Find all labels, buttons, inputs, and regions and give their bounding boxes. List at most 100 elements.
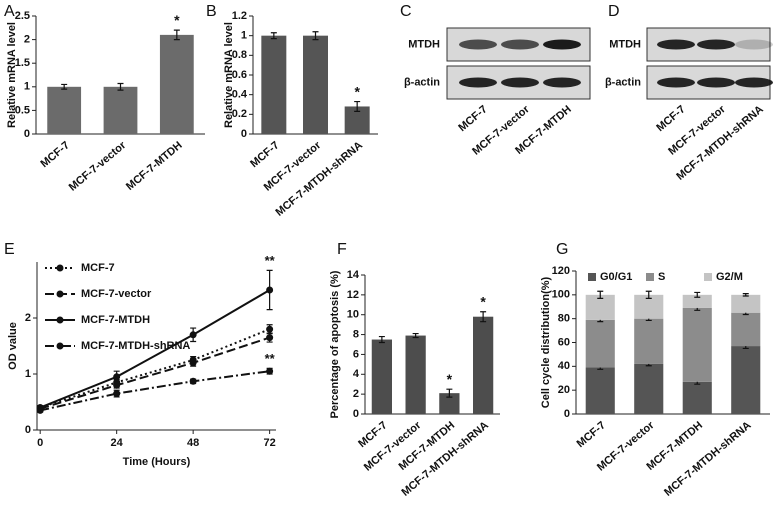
- x-tick-label: MCF-7: [248, 139, 281, 170]
- series-line: [39, 336, 270, 410]
- blot-band: [459, 77, 497, 88]
- y-tick-label: 60: [558, 336, 570, 348]
- y-tick-label: 2: [353, 388, 359, 400]
- point: [189, 331, 197, 339]
- error-bar: [480, 311, 487, 323]
- error-bar: [117, 82, 124, 91]
- legend-swatch: [646, 273, 654, 281]
- error-bar: [61, 83, 68, 90]
- y-tick-label: 40: [558, 360, 570, 372]
- error-bar: [378, 335, 385, 344]
- bar: [405, 335, 426, 414]
- y-tick-label: 10: [347, 309, 359, 321]
- y-tick-label: 0: [24, 128, 30, 140]
- legend-label: S: [658, 271, 665, 283]
- panel-label: A: [4, 3, 15, 20]
- series-line: [39, 289, 271, 409]
- bar-segment: [682, 307, 712, 382]
- x-tick-label: 72: [264, 437, 276, 449]
- point: [113, 390, 121, 398]
- bar: [371, 339, 392, 414]
- y-tick-label: 1.2: [232, 10, 247, 22]
- legend-label: MCF-7-MTDH-shRNA: [81, 340, 190, 352]
- y-tick-label: 100: [552, 289, 570, 301]
- point: [189, 377, 197, 385]
- series-line: [39, 370, 270, 412]
- point: [36, 406, 44, 414]
- x-tick-label: 48: [187, 437, 199, 449]
- bar: [47, 86, 82, 134]
- y-tick-label: 0: [353, 408, 359, 420]
- y-tick-label: 0.4: [232, 89, 248, 101]
- bar: [439, 393, 460, 414]
- y-axis-label: Cell cycle distribution(%): [540, 276, 552, 408]
- panel-label: F: [337, 241, 347, 258]
- y-axis-label: OD value: [7, 322, 19, 370]
- bar-segment: [585, 367, 615, 414]
- x-tick-label: MCF-7-MTDH-shRNA: [662, 419, 754, 499]
- x-tick-label: MCF-7-vector: [67, 139, 129, 194]
- significance-mark: *: [447, 371, 453, 387]
- y-tick-label: 20: [558, 384, 570, 396]
- panel-label: D: [608, 3, 620, 20]
- y-axis-label: Relative mRNA level: [6, 22, 18, 128]
- bar-segment: [634, 294, 664, 319]
- series-line: [39, 328, 271, 409]
- error-bar: [354, 100, 361, 112]
- legend-swatch: [588, 273, 596, 281]
- x-tick-label: 24: [111, 437, 124, 449]
- bar-segment: [731, 294, 761, 313]
- y-tick-label: 1: [241, 30, 247, 42]
- point: [113, 373, 121, 381]
- bar-segment: [634, 363, 664, 414]
- legend-label: G0/G1: [600, 271, 632, 283]
- significance-mark: *: [174, 12, 180, 28]
- y-tick-label: 12: [347, 289, 359, 301]
- bar-segment: [585, 319, 615, 368]
- legend-marker: [56, 316, 64, 324]
- blot-row-label: MTDH: [609, 38, 641, 50]
- bar-segment: [731, 312, 761, 347]
- significance-mark: **: [265, 351, 276, 366]
- x-tick-label: MCF-7: [39, 139, 72, 170]
- point: [266, 286, 274, 294]
- bar: [473, 316, 494, 414]
- blot-band: [543, 39, 581, 50]
- y-axis-label: Percentage of apoptosis (%): [329, 270, 341, 418]
- blot-band: [501, 77, 539, 88]
- error-bar: [597, 290, 604, 300]
- blot-band: [657, 39, 695, 50]
- error-bar: [412, 332, 419, 339]
- significance-mark: *: [354, 83, 360, 99]
- panel-label: E: [4, 241, 15, 258]
- y-tick-label: 0: [241, 128, 247, 140]
- blot-band: [459, 39, 497, 50]
- y-tick-label: 0: [25, 424, 31, 436]
- panel-label: G: [556, 241, 568, 258]
- y-tick-label: 0.8: [232, 49, 247, 61]
- point: [266, 334, 274, 342]
- panel-label: B: [206, 3, 217, 20]
- legend-label: MCF-7-MTDH: [81, 314, 150, 326]
- blot-lane-label: MCF-7: [456, 103, 489, 134]
- legend-label: MCF-7: [81, 262, 115, 274]
- x-tick-label: MCF-7-MTDH: [124, 139, 185, 193]
- bar-segment: [731, 346, 761, 414]
- point: [113, 381, 121, 389]
- error-bar: [270, 32, 277, 40]
- bar-segment: [634, 318, 664, 364]
- legend-marker: [56, 342, 64, 350]
- point: [266, 325, 274, 333]
- x-tick-label: MCF-7: [575, 419, 608, 450]
- y-tick-label: 2: [25, 312, 31, 324]
- legend-swatch: [704, 273, 712, 281]
- point: [189, 359, 197, 367]
- y-tick-label: 0.2: [232, 108, 247, 120]
- blot-band: [543, 77, 581, 88]
- y-tick-label: 14: [347, 269, 360, 281]
- legend-label: MCF-7-vector: [81, 288, 152, 300]
- blot-lane-label: MCF-7: [654, 103, 687, 134]
- y-tick-label: 1: [24, 81, 30, 93]
- y-axis-label: Relative mRNA level: [223, 22, 235, 128]
